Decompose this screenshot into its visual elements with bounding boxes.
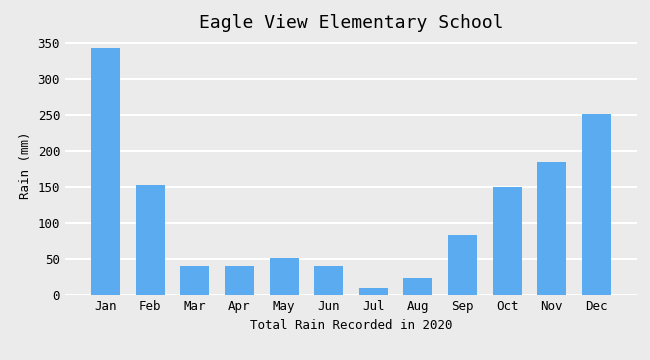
- Bar: [180, 266, 209, 295]
- Bar: [448, 235, 477, 295]
- Bar: [404, 278, 432, 295]
- Bar: [582, 114, 611, 295]
- Bar: [359, 288, 388, 295]
- Bar: [314, 266, 343, 295]
- Bar: [538, 162, 566, 295]
- Bar: [136, 185, 164, 295]
- Y-axis label: Rain (mm): Rain (mm): [19, 132, 32, 199]
- Bar: [493, 187, 522, 295]
- X-axis label: Total Rain Recorded in 2020: Total Rain Recorded in 2020: [250, 319, 452, 332]
- Bar: [225, 266, 254, 295]
- Bar: [270, 258, 298, 295]
- Bar: [91, 48, 120, 295]
- Title: Eagle View Elementary School: Eagle View Elementary School: [199, 14, 503, 32]
